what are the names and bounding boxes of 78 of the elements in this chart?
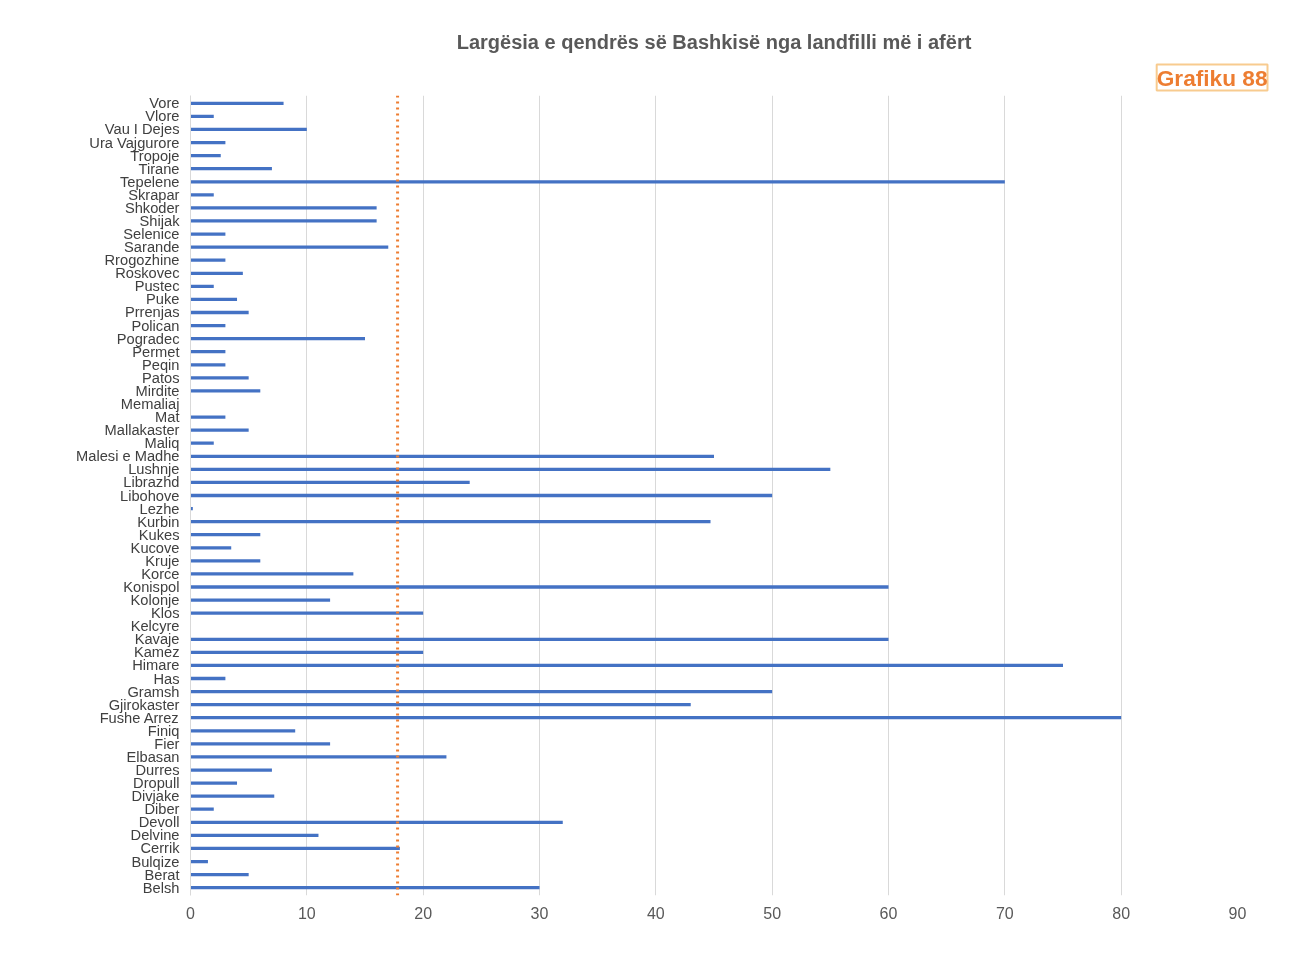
bar xyxy=(190,872,249,877)
bar xyxy=(190,598,331,602)
bar xyxy=(190,689,773,694)
bar xyxy=(190,101,284,105)
bar xyxy=(190,637,889,641)
bar xyxy=(190,232,226,236)
bar xyxy=(190,781,238,785)
bar xyxy=(190,742,331,746)
bar xyxy=(190,127,307,132)
y-tick-label: Maliq xyxy=(144,435,180,452)
y-tick-label: Prrenjas xyxy=(124,304,180,321)
y-tick-label: Dropull xyxy=(133,775,180,792)
y-tick-label: Memaliaj xyxy=(120,396,180,412)
bar xyxy=(190,154,221,158)
y-tick-label: Lushnje xyxy=(128,461,180,478)
chart-title: Largësia e qendrës së Bashkisë nga landfilli më i afërt xyxy=(456,30,972,53)
bar xyxy=(190,193,214,197)
bar xyxy=(190,206,377,210)
bar xyxy=(190,716,1122,720)
bar xyxy=(190,846,400,851)
bar xyxy=(190,271,243,275)
x-tick-label: 40 xyxy=(646,904,665,922)
bar xyxy=(190,415,226,419)
x-tick-label: 70 xyxy=(995,904,1014,922)
bar xyxy=(190,820,563,824)
bar xyxy=(190,794,275,798)
bar xyxy=(190,768,272,772)
bar xyxy=(190,454,714,458)
x-tick-label: 90 xyxy=(1228,904,1247,922)
bar xyxy=(190,807,214,811)
bar xyxy=(190,886,540,890)
x-tick-label: 20 xyxy=(414,904,433,922)
bar xyxy=(190,755,447,759)
x-tick-label: 50 xyxy=(763,904,782,922)
y-tick-label: Rrogozhine xyxy=(104,252,180,269)
bar xyxy=(190,441,214,445)
y-tick-label: Peqin xyxy=(142,356,180,373)
x-tick-label: 30 xyxy=(530,904,549,922)
bar xyxy=(190,729,296,733)
bar xyxy=(190,167,272,171)
bar xyxy=(190,663,1063,668)
y-tick-label: Cerrik xyxy=(140,840,181,857)
bar xyxy=(190,376,249,380)
x-tick-label: 80 xyxy=(1112,904,1131,922)
bar xyxy=(190,310,249,315)
bar xyxy=(190,493,773,498)
bar xyxy=(190,611,424,615)
bar xyxy=(190,219,377,223)
bar xyxy=(190,297,238,302)
bar xyxy=(190,520,711,524)
bar xyxy=(190,337,365,341)
x-tick-label: 10 xyxy=(297,904,316,922)
x-tick-label: 60 xyxy=(879,904,898,922)
bar xyxy=(190,703,691,707)
bar xyxy=(190,533,261,537)
y-tick-label: Mirdite xyxy=(135,382,180,399)
bar xyxy=(190,585,889,589)
bar xyxy=(190,180,1005,184)
y-tick-label: Kelcyre xyxy=(130,618,180,635)
bar xyxy=(190,114,214,119)
bar xyxy=(190,467,831,471)
bar xyxy=(190,428,249,432)
y-tick-label: Elbasan xyxy=(126,748,180,765)
y-tick-label: Shijak xyxy=(139,212,181,229)
bar xyxy=(190,572,354,576)
bar xyxy=(190,284,214,288)
bar xyxy=(190,833,319,837)
bar xyxy=(190,546,232,550)
bar xyxy=(190,650,424,654)
bar xyxy=(190,480,470,485)
x-tick-label: 0 xyxy=(186,904,196,922)
y-tick-label: Vau I Dejes xyxy=(104,121,180,138)
text: Grafiku 88 xyxy=(1156,64,1268,91)
bar xyxy=(190,389,261,393)
bar xyxy=(190,245,389,249)
bar xyxy=(190,559,261,563)
y-tick-label: Konispol xyxy=(123,579,180,595)
y-tick-label: Belsh xyxy=(142,879,180,896)
